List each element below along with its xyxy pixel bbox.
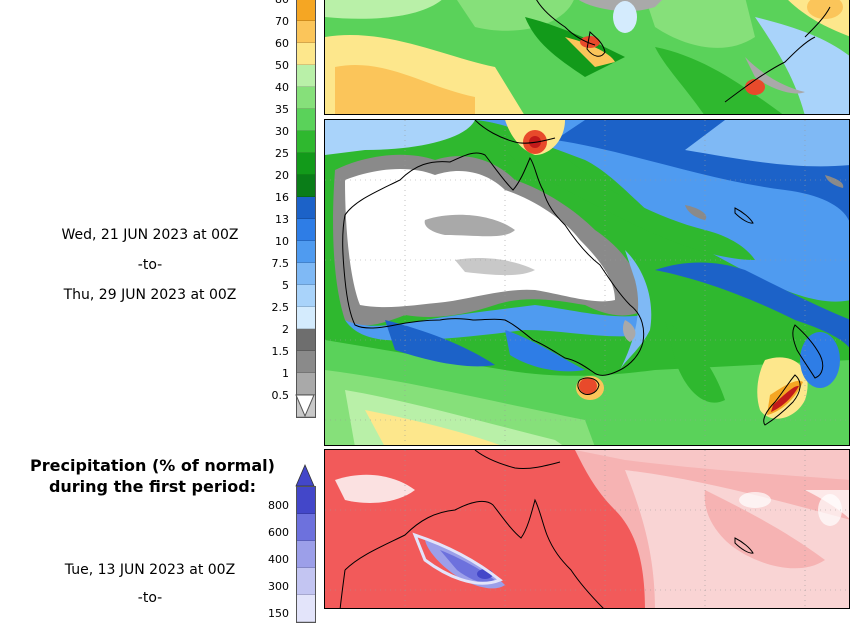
period1-separator: -to-	[137, 590, 163, 606]
precip-scale-swatch	[297, 131, 315, 153]
period1-start-date: Tue, 13 JUN 2023 at 00Z	[64, 562, 236, 578]
period2-end-date: Thu, 29 JUN 2023 at 00Z	[63, 287, 237, 303]
precip-scale-tick-label: 70	[275, 15, 289, 28]
precip-scale-swatch	[297, 43, 315, 65]
precip-map-period1	[324, 0, 850, 115]
pct-scale-tick-label: 150	[268, 607, 289, 620]
precip-scale-tick-label: 5	[282, 279, 289, 292]
pct-scale-swatch	[297, 514, 315, 541]
precip-scale-tick-label: 25	[275, 147, 289, 160]
percent-normal-map-period1	[324, 449, 850, 609]
precip-scale-swatch	[297, 153, 315, 175]
precip-scale-swatch	[297, 0, 315, 21]
precip-scale-tick-label: 2.5	[271, 301, 290, 314]
precip-scale-tick-label: 0.5	[271, 389, 290, 402]
precip-scale-swatch	[297, 21, 315, 43]
precip-scale-tick-label: 1.5	[271, 345, 290, 358]
precip-scale-tick-label: 50	[275, 59, 289, 72]
colorbar-min-arrow-icon	[295, 394, 315, 418]
percent-normal-subheading: during the first period:	[48, 477, 257, 496]
precip-scale-swatch	[297, 373, 315, 395]
precip-scale-swatch	[297, 65, 315, 87]
precip-scale-swatch	[297, 263, 315, 285]
pct-scale-swatch	[297, 568, 315, 595]
precip-scale-swatch	[297, 285, 315, 307]
precip-scale-tick-label: 40	[275, 81, 289, 94]
precip-scale-swatch	[297, 307, 315, 329]
percent-normal-colorbar	[296, 486, 316, 623]
precip-scale-swatch	[297, 109, 315, 131]
percent-normal-heading: Precipitation (% of normal)	[30, 456, 275, 475]
precip-scale-swatch	[297, 219, 315, 241]
precip-scale-tick-label: 10	[275, 235, 289, 248]
precip-scale-tick-label: 7.5	[271, 257, 290, 270]
precip-scale-swatch	[297, 197, 315, 219]
pct-scale-tick-label: 300	[268, 580, 289, 593]
precip-scale-tick-label: 13	[275, 213, 289, 226]
period2-separator: -to-	[137, 257, 163, 273]
precip-scale-tick-label: 1	[282, 367, 289, 380]
precip-scale-tick-label: 2	[282, 323, 289, 336]
precip-scale-swatch	[297, 175, 315, 197]
pct-scale-swatch	[297, 541, 315, 568]
precip-scale-tick-label: 80	[249, 0, 289, 6]
pct-scale-tick-label: 800	[268, 499, 289, 512]
precip-scale-tick-label: 16	[275, 191, 289, 204]
precipitation-colorbar	[296, 0, 316, 418]
colorbar-max-arrow-icon	[295, 463, 315, 487]
precip-scale-tick-label: 35	[275, 103, 289, 116]
precip-scale-swatch	[297, 241, 315, 263]
precip-scale-tick-label: 60	[275, 37, 289, 50]
precip-scale-tick-label: 20	[275, 169, 289, 182]
precip-scale-swatch	[297, 329, 315, 351]
pct-scale-tick-label: 400	[268, 553, 289, 566]
pct-scale-swatch	[297, 595, 315, 622]
pct-scale-tick-label: 600	[268, 526, 289, 539]
pct-scale-swatch	[297, 487, 315, 514]
precip-map-period2	[324, 119, 850, 446]
period2-start-date: Wed, 21 JUN 2023 at 00Z	[61, 227, 239, 243]
precip-scale-tick-label: 30	[275, 125, 289, 138]
precip-scale-swatch	[297, 351, 315, 373]
precip-scale-swatch	[297, 87, 315, 109]
